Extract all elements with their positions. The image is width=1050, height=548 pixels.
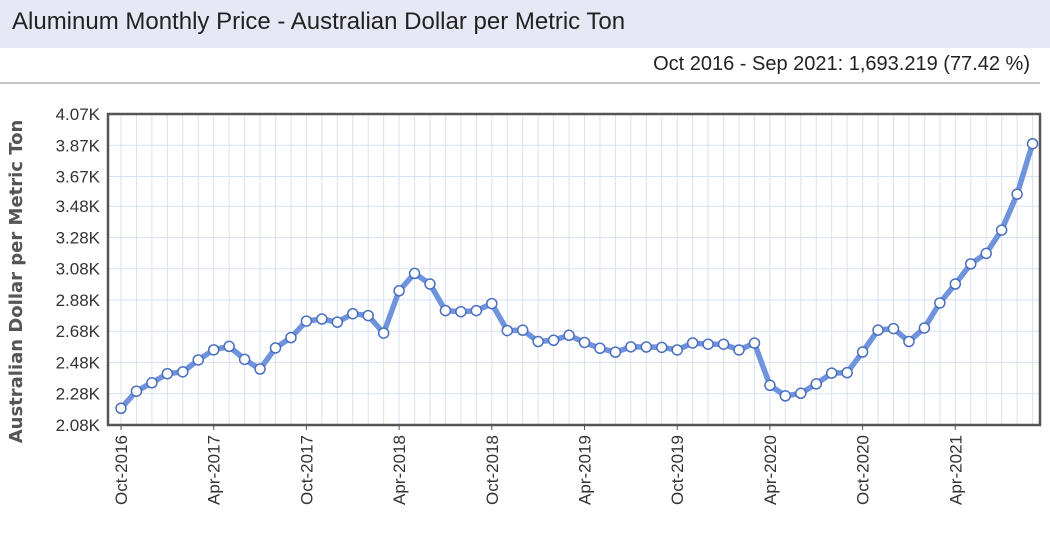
x-tick-label: Apr-2017 (205, 435, 224, 505)
data-point (209, 345, 219, 355)
data-point (811, 379, 821, 389)
x-tick-label: Oct-2017 (297, 435, 316, 505)
y-tick-label: 3.67K (56, 168, 101, 187)
data-point (595, 343, 605, 353)
data-point (286, 333, 296, 343)
y-tick-label: 2.68K (56, 322, 101, 341)
data-point (827, 368, 837, 378)
y-tick-label: 4.07K (56, 105, 101, 124)
data-point (471, 306, 481, 316)
y-tick-label: 3.08K (56, 260, 101, 279)
y-tick-label: 2.28K (56, 385, 101, 404)
data-point (950, 279, 960, 289)
data-point (255, 364, 265, 374)
data-point (487, 299, 497, 309)
y-tick-label: 3.28K (56, 228, 101, 247)
data-point (580, 337, 590, 347)
x-tick-label: Apr-2019 (576, 435, 595, 505)
data-point (749, 338, 759, 348)
data-point (564, 330, 574, 340)
data-point (672, 345, 682, 355)
y-tick-label: 2.08K (56, 416, 101, 435)
x-tick-label: Oct-2019 (668, 435, 687, 505)
data-point (332, 317, 342, 327)
data-point (224, 341, 234, 351)
data-point (904, 337, 914, 347)
data-point (271, 343, 281, 353)
x-tick-label: Oct-2020 (854, 435, 873, 505)
data-point (966, 259, 976, 269)
data-point (719, 339, 729, 349)
data-point (240, 354, 250, 364)
data-point (688, 338, 698, 348)
data-point (734, 345, 744, 355)
x-tick-label: Apr-2021 (946, 435, 965, 505)
data-point (533, 337, 543, 347)
data-point (502, 326, 512, 336)
x-tick-label: Oct-2016 (112, 435, 131, 505)
data-point (842, 368, 852, 378)
data-point (610, 347, 620, 357)
x-tick-label: Apr-2018 (390, 435, 409, 505)
data-point (858, 347, 868, 357)
data-point (919, 323, 929, 333)
y-tick-label: 2.48K (56, 353, 101, 372)
data-point (549, 335, 559, 345)
data-point (889, 324, 899, 334)
data-point (162, 369, 172, 379)
data-point (379, 328, 389, 338)
data-point (796, 388, 806, 398)
data-point (780, 391, 790, 401)
data-point (657, 342, 667, 352)
y-axis-title: Australian Dollar per Metric Ton (6, 120, 27, 444)
data-point (425, 279, 435, 289)
data-point (981, 248, 991, 258)
y-tick-label: 3.87K (56, 136, 101, 155)
data-point (394, 286, 404, 296)
data-point (997, 225, 1007, 235)
data-point (873, 325, 883, 335)
data-point (116, 403, 126, 413)
y-tick-label: 3.48K (56, 197, 101, 216)
data-point (348, 309, 358, 319)
data-point (626, 342, 636, 352)
data-point (147, 378, 157, 388)
data-point (1012, 189, 1022, 199)
data-point (131, 386, 141, 396)
data-point (363, 311, 373, 321)
plot-area (108, 114, 1040, 425)
data-point (410, 268, 420, 278)
data-point (193, 355, 203, 365)
data-point (301, 316, 311, 326)
data-point (935, 298, 945, 308)
data-point (765, 380, 775, 390)
data-point (703, 339, 713, 349)
data-point (456, 307, 466, 317)
data-point (1028, 139, 1038, 149)
y-tick-label: 2.88K (56, 291, 101, 310)
data-point (641, 342, 651, 352)
data-point (518, 325, 528, 335)
data-point (440, 306, 450, 316)
data-point (317, 314, 327, 324)
x-tick-label: Oct-2018 (483, 435, 502, 505)
data-point (178, 367, 188, 377)
x-tick-label: Apr-2020 (761, 435, 780, 505)
